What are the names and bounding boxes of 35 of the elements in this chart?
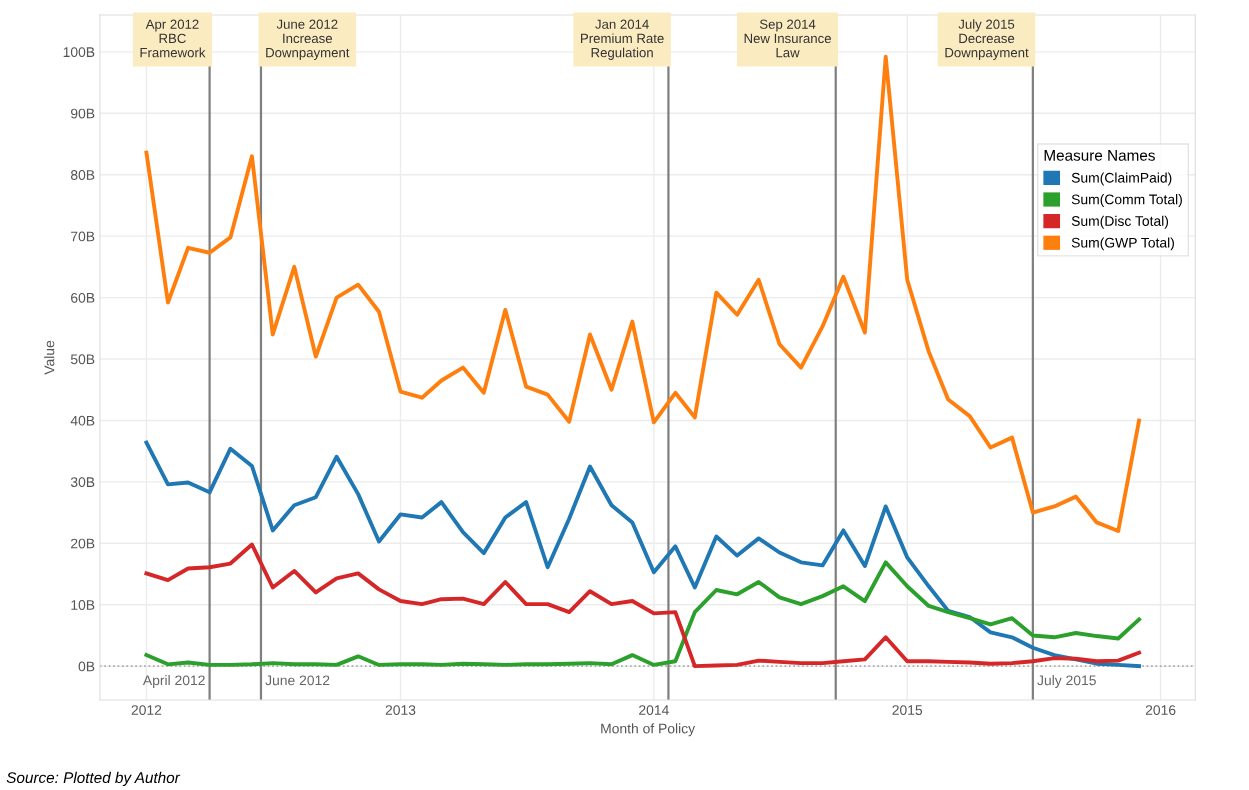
y-tick-label: 80B (70, 170, 95, 180)
legend-title: Measure Names (1044, 150, 1155, 161)
y-tick-label: 40B (70, 415, 95, 426)
ref-line-label: Apr 2012 RBC Framework (140, 19, 206, 58)
y-tick-label: 10B (71, 600, 95, 610)
y-tick-label: 60B (71, 292, 95, 303)
legend-label: Sum(Disc Total) (1071, 215, 1169, 229)
line-series (144, 440, 1142, 669)
source-note: Source: Plotted by Author (6, 771, 181, 787)
y-tick-label: 30B (70, 477, 95, 488)
y-tick-label: 70B (71, 231, 95, 242)
legend-label: Sum(Comm Total) (1071, 194, 1182, 208)
line-series (144, 560, 1142, 667)
x-axis-title: Month of Policy (601, 723, 696, 737)
annotation: June 2012 (265, 675, 330, 686)
x-tick-label: 2014 (639, 705, 669, 715)
line-series (144, 542, 1142, 669)
y-tick-label: 0B (78, 661, 95, 672)
y-tick-label: 50B (70, 354, 95, 365)
ref-line-label: Jan 2014 Premium Rate Regulation (581, 19, 664, 60)
y-tick-label: 100B (63, 47, 95, 58)
annotation: April 2012 (142, 675, 205, 688)
y-tick-label: 90B (71, 108, 95, 119)
annotation: July 2015 (1037, 675, 1096, 688)
ref-line-label: June 2012 Increase Downpayment (266, 19, 350, 60)
legend-label: Sum(GWP Total) (1071, 237, 1174, 251)
ref-line-label: Sep 2014 New Insurance Law (744, 19, 831, 58)
ref-line-label: July 2015 Decrease Downpayment (945, 19, 1029, 60)
x-tick-label: 2012 (131, 705, 162, 715)
y-axis-title: Value (44, 340, 55, 375)
x-tick-label: 2016 (1145, 705, 1176, 715)
legend-label: Sum(ClaimPaid) (1071, 172, 1172, 186)
x-tick-label: 2015 (892, 705, 923, 715)
y-tick-label: 20B (71, 538, 95, 549)
x-tick-label: 2013 (385, 705, 416, 715)
